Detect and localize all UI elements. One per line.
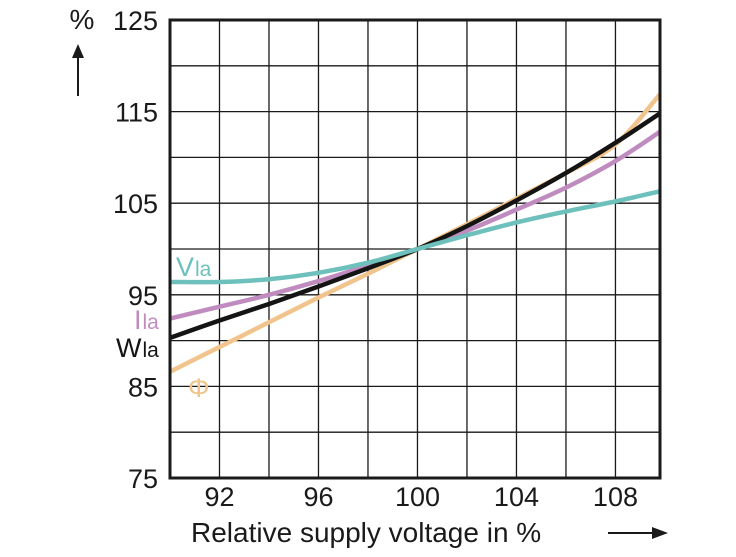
y-axis-unit-label: % [70, 4, 95, 35]
series-label: Ila [134, 305, 159, 335]
x-tick-label: 104 [494, 482, 539, 512]
x-tick-label: 108 [593, 482, 638, 512]
series-line- [168, 92, 662, 374]
series-label: Vla [176, 252, 212, 282]
x-tick-label: 100 [395, 482, 440, 512]
x-axis-arrow-icon [608, 527, 668, 539]
y-tick-label: 75 [128, 464, 158, 494]
plot-border [168, 18, 662, 480]
y-tick-label: 85 [128, 372, 158, 402]
y-tick-label: 105 [113, 189, 158, 219]
tick-labels: 75 85 95 105 115 125 92 96 100 104 108 [113, 6, 638, 512]
y-axis-arrow-icon [72, 44, 84, 96]
series-line-wla [169, 111, 662, 340]
x-axis-title: Relative supply voltage in % [191, 517, 541, 548]
series-label: Wla [116, 333, 159, 363]
series-line-vla [169, 189, 661, 285]
x-tick-label: 92 [204, 482, 234, 512]
y-tick-label: 115 [115, 98, 158, 128]
plot-frame [168, 18, 662, 480]
y-tick-label: 95 [128, 281, 158, 311]
x-tick-label: 96 [303, 482, 333, 512]
series-lines [168, 92, 662, 374]
series-label: Φ [188, 373, 210, 403]
y-tick-label: 125 [113, 6, 158, 36]
